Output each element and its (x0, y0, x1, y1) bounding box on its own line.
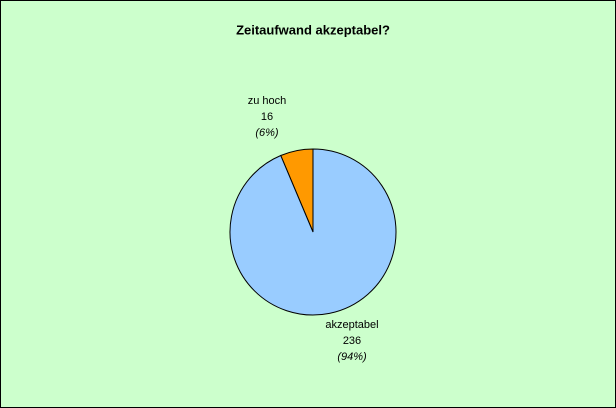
slice-label: zu hoch (248, 95, 287, 107)
slice-percentage: (94%) (337, 351, 367, 363)
slice-value: 16 (261, 111, 273, 123)
chart-title: Zeitaufwand akzeptabel? (236, 22, 390, 37)
slice-value: 236 (343, 335, 361, 347)
slice-label: akzeptabel (325, 319, 378, 331)
slice-percentage: (6%) (255, 127, 279, 139)
pie-slice (229, 148, 397, 316)
